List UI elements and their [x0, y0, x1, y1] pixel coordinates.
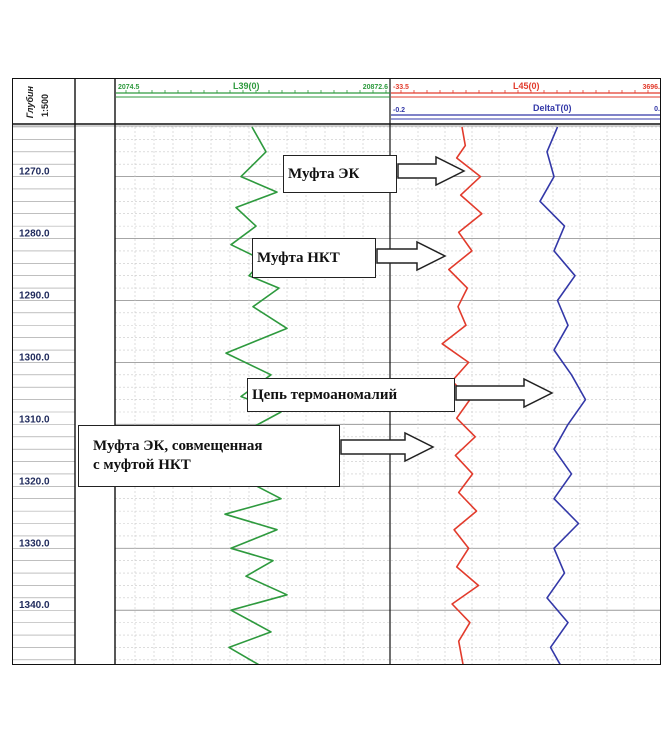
depth-label: 1310.0: [19, 414, 50, 425]
track-name: DeltaT(0): [533, 103, 572, 113]
depth-label: 1270.0: [19, 167, 50, 178]
callout-thermal-anomalies: Цепь термоаномалий: [247, 378, 455, 412]
depth-title: Глубин: [25, 85, 35, 119]
callout-arrow-2: [455, 377, 554, 409]
depth-label: 1320.0: [19, 476, 50, 487]
track-scale-max: 20872.6: [363, 84, 388, 91]
callout-arrow-1: [376, 240, 447, 272]
depth-label: 1300.0: [19, 352, 50, 363]
track-scale-max: 0.: [654, 106, 660, 113]
depth-label: 1280.0: [19, 229, 50, 240]
track-scale-min: -0.2: [393, 107, 405, 114]
callout-combined-coupling: Муфта ЭК, совмещенная с муфтой НКТ: [78, 425, 340, 487]
track-scale-max: 3696.: [642, 84, 660, 91]
track-name: L39(0): [233, 81, 260, 91]
callout-coupling-casing: Муфта ЭК: [283, 155, 397, 193]
depth-label: 1290.0: [19, 290, 50, 301]
depth-scale: 1:500: [40, 94, 50, 118]
callout-text-line: с муфтой НКТ: [93, 457, 191, 473]
track-scale-min: -33.5: [393, 84, 409, 91]
callout-text-line: Муфта ЭК, совмещенная: [93, 438, 263, 454]
depth-label: 1330.0: [19, 538, 50, 549]
track-name: L45(0): [513, 81, 540, 91]
callout-text: Цепь термоаномалий: [252, 386, 398, 403]
series-line-deltat0: [539, 126, 587, 664]
callout-arrow-0: [397, 155, 466, 187]
depth-label: 1340.0: [19, 600, 50, 611]
callout-arrow-3: [340, 431, 435, 463]
callout-text: Муфта ЭК: [288, 165, 360, 182]
callout-text: Муфта НКТ: [257, 249, 340, 266]
track-scale-min: 2074.5: [118, 84, 140, 91]
callout-coupling-tubing: Муфта НКТ: [252, 238, 376, 278]
